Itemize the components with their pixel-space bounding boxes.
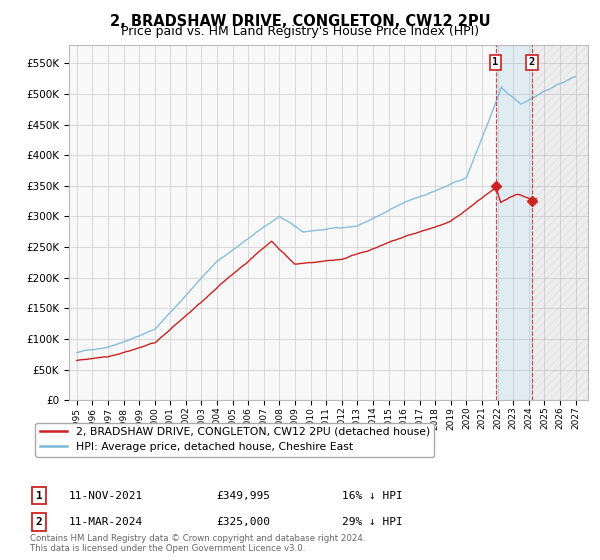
Text: 1: 1 xyxy=(493,57,499,67)
Legend: 2, BRADSHAW DRIVE, CONGLETON, CW12 2PU (detached house), HPI: Average price, det: 2, BRADSHAW DRIVE, CONGLETON, CW12 2PU (… xyxy=(35,423,434,456)
Text: 2: 2 xyxy=(529,57,535,67)
Text: 1: 1 xyxy=(35,491,43,501)
Text: 11-MAR-2024: 11-MAR-2024 xyxy=(69,517,143,527)
Text: £325,000: £325,000 xyxy=(216,517,270,527)
Text: Price paid vs. HM Land Registry's House Price Index (HPI): Price paid vs. HM Land Registry's House … xyxy=(121,25,479,38)
Text: 29% ↓ HPI: 29% ↓ HPI xyxy=(342,517,403,527)
Bar xyxy=(532,45,588,400)
Text: 16% ↓ HPI: 16% ↓ HPI xyxy=(342,491,403,501)
Text: 2, BRADSHAW DRIVE, CONGLETON, CW12 2PU: 2, BRADSHAW DRIVE, CONGLETON, CW12 2PU xyxy=(110,14,490,29)
Bar xyxy=(496,45,532,400)
Text: 2: 2 xyxy=(35,517,43,527)
Text: 11-NOV-2021: 11-NOV-2021 xyxy=(69,491,143,501)
Text: £349,995: £349,995 xyxy=(216,491,270,501)
Text: Contains HM Land Registry data © Crown copyright and database right 2024.
This d: Contains HM Land Registry data © Crown c… xyxy=(30,534,365,553)
